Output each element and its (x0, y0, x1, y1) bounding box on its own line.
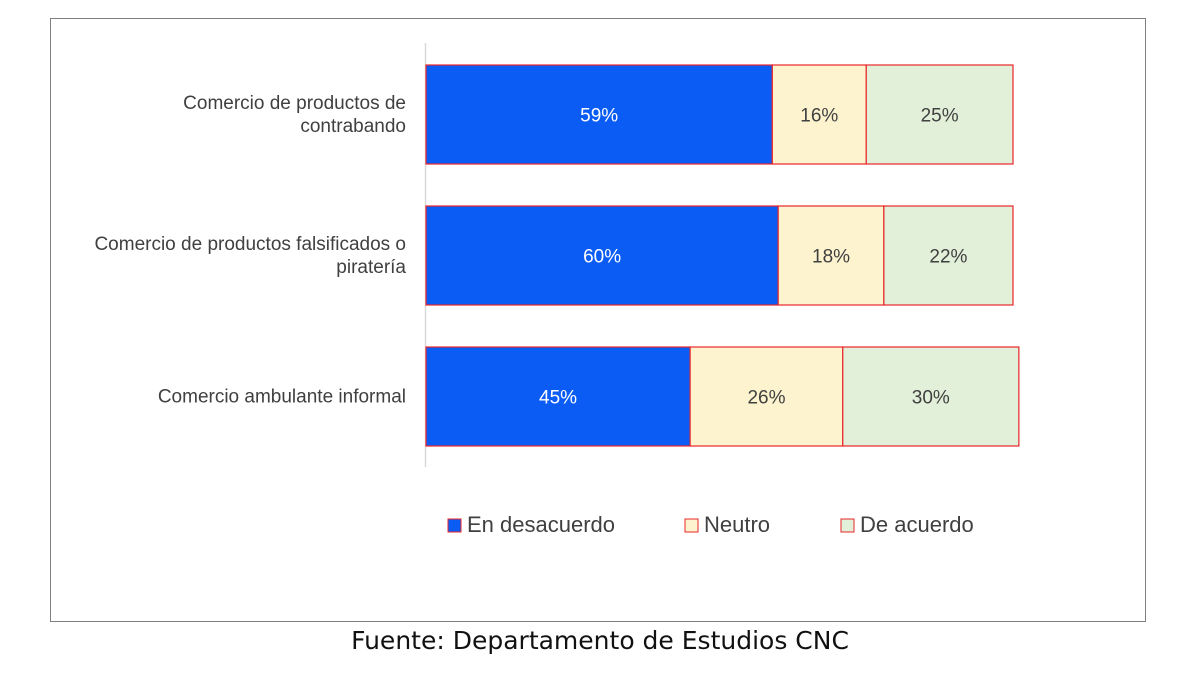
category-label-line: Comercio de productos de (183, 93, 406, 114)
data-label: 26% (747, 388, 785, 409)
category-label: Comercio de productos falsificados o pira… (94, 234, 406, 278)
legend-swatch (684, 518, 699, 533)
category-label: Comercio ambulante informal (158, 387, 406, 408)
legend-label: De acuerdo (860, 512, 974, 537)
legend-label: En desacuerdo (467, 512, 615, 537)
legend-label: Neutro (704, 512, 770, 537)
chart-frame: Comercio de productos de contrabando 59% 16… (50, 18, 1146, 622)
bar-segment (771, 64, 867, 165)
data-label: 30% (912, 388, 950, 409)
stacked-bar-chart: Comercio de productos de contrabando 59% 16… (94, 43, 1020, 537)
category-label-line: piratería (336, 257, 406, 278)
bar-segment (689, 346, 844, 447)
category-label-line: contrabando (300, 116, 406, 137)
data-label: 45% (539, 388, 577, 409)
data-label: 18% (812, 247, 850, 268)
data-label: 16% (800, 106, 838, 127)
legend-swatch (840, 518, 855, 533)
data-label: 60% (583, 247, 621, 268)
source-note: Fuente: Departamento de Estudios CNC (351, 626, 849, 655)
bar-segment (865, 64, 1014, 165)
category-label-line: Comercio de productos falsificados o (94, 234, 406, 255)
category-label-line: Comercio ambulante informal (158, 387, 406, 408)
legend-swatch (447, 518, 462, 533)
category-label: Comercio de productos de contrabando (183, 93, 406, 137)
bar-segment (842, 346, 1020, 447)
data-label: 25% (921, 106, 959, 127)
data-label: 59% (580, 106, 618, 127)
bar-segment (425, 64, 773, 165)
bar-segment (883, 205, 1014, 306)
data-label: 22% (929, 247, 967, 268)
